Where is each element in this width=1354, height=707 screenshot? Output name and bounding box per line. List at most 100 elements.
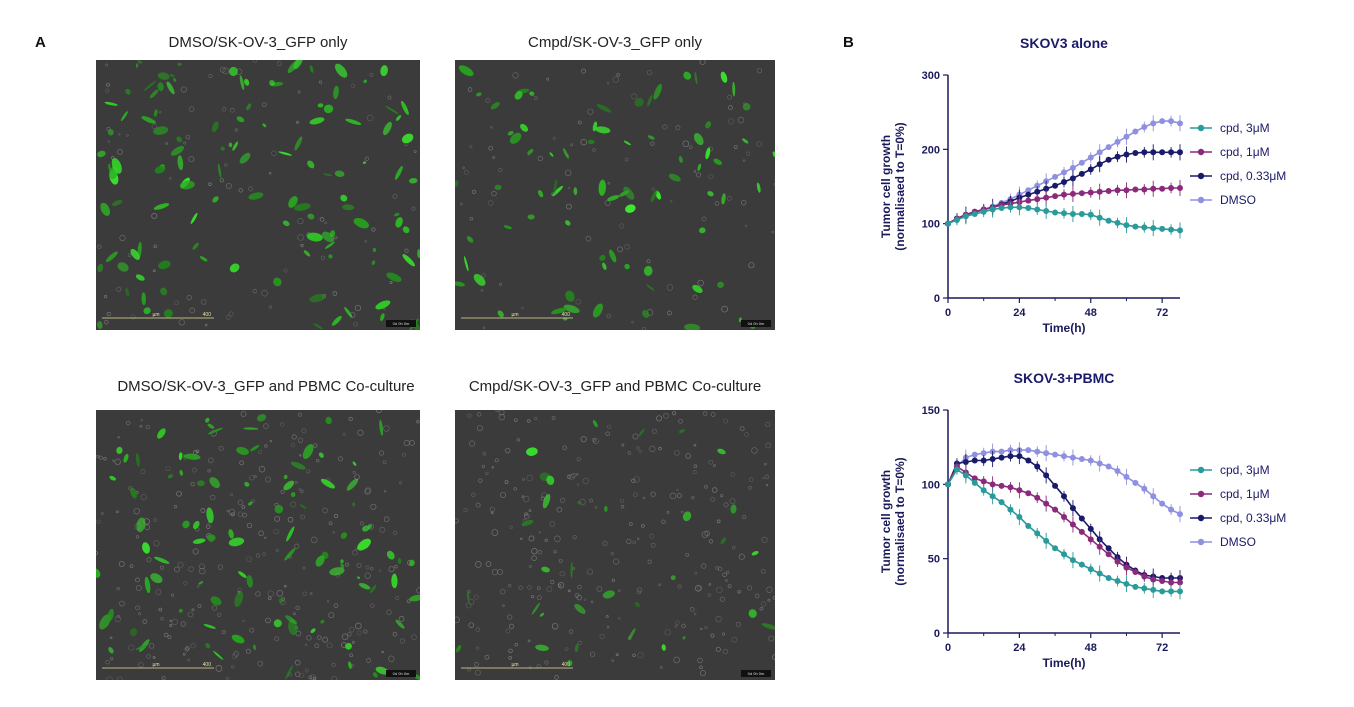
data-point [1105,551,1112,558]
series-0 [945,464,1183,600]
chart-title: SKOV3 alone [1020,35,1108,51]
data-point [1105,463,1112,470]
data-point [998,205,1005,212]
data-point [1150,586,1157,593]
data-point [1016,487,1023,494]
data-point [1007,506,1014,513]
svg-text:µm: µm [152,312,159,318]
data-point [945,220,951,227]
data-point [1096,161,1103,168]
data-point [1096,214,1103,221]
microscopy-image-dmso-pbmc-coculture: µm 400 0d 0h 0m [96,410,420,680]
data-point [971,479,978,486]
data-point [1132,583,1139,590]
data-point [980,457,987,464]
data-point [1087,536,1094,543]
data-point [1141,186,1148,193]
data-point [1141,485,1148,492]
data-point [1132,223,1139,230]
data-point [1150,120,1157,127]
data-point [1069,505,1076,512]
data-point [1159,225,1166,232]
data-point [980,208,987,215]
data-point [1132,150,1139,157]
data-point [1123,151,1130,158]
data-point [1016,514,1023,521]
data-point [1123,133,1130,140]
data-point [1177,511,1183,518]
data-point [998,482,1005,489]
data-point [1016,453,1023,460]
data-point [1034,206,1041,213]
data-point [980,487,987,494]
data-point [1087,566,1094,573]
data-point [1150,225,1157,232]
data-point [971,457,978,464]
data-point [1061,179,1067,186]
data-point [1061,210,1067,217]
data-point [1061,191,1067,198]
data-point [1034,494,1041,501]
data-point [962,459,969,466]
image-title-4: Cmpd/SK-OV-3_GFP and PBMC Co-culture [468,378,762,395]
data-point [1168,149,1175,156]
y-axis-label-secondary: (normalisaed to T=0%) [893,122,907,250]
data-point [1114,558,1121,565]
data-point [1105,156,1112,163]
data-point [1114,138,1121,145]
data-point [1052,451,1059,458]
data-point [1132,569,1139,576]
data-point [1061,514,1067,521]
svg-text:0d 0h 0m: 0d 0h 0m [748,321,765,326]
data-point [1096,460,1103,467]
data-point [1177,588,1183,595]
data-point [1025,457,1032,464]
data-point [1061,493,1067,500]
data-point [1034,188,1041,195]
data-point [953,216,960,223]
data-point [1025,187,1032,194]
data-point [1034,196,1041,203]
data-point [1159,149,1166,156]
x-tick-label: 48 [1085,307,1097,319]
data-point [1177,227,1183,234]
y-tick-label: 0 [934,628,940,640]
legend-label: cpd, 0.33μM [1220,511,1286,525]
legend-marker [1197,466,1205,474]
data-point [1123,473,1130,480]
y-tick-label: 100 [922,219,940,231]
series-2 [945,448,1183,587]
data-point [1034,530,1041,537]
data-point [1096,188,1103,195]
x-tick-label: 0 [945,642,951,654]
y-axis-label-secondary: (normalisaed to T=0%) [893,457,907,585]
legend-label: cpd, 3μM [1220,463,1270,477]
data-point [1096,149,1103,156]
data-point [1034,463,1041,470]
data-point [1078,528,1085,535]
data-point [1069,454,1076,461]
data-point [953,466,960,473]
data-point [1025,197,1032,204]
data-point [1061,551,1067,558]
svg-text:0d 0h 0m: 0d 0h 0m [393,321,410,326]
y-axis-label: Tumor cell growth [879,470,893,573]
data-point [1078,159,1085,166]
data-point [1025,205,1032,212]
data-point [1150,149,1157,156]
data-point [1177,184,1183,191]
data-point [1078,211,1085,218]
data-point [1105,187,1112,194]
data-point [1052,506,1059,513]
data-point [1105,144,1112,151]
chart-skov3-pbmc: SKOV-3+PBMC 0 50 100 150 0 24 48 72 Time(h) Tumor … [879,370,1286,670]
data-point [1052,173,1059,180]
svg-text:400: 400 [203,312,212,318]
data-point [1141,585,1148,592]
data-point [1114,219,1121,226]
image-title-1: DMSO/SK-OV-3_GFP only [168,34,348,51]
data-point [1087,457,1094,464]
data-point [1114,153,1121,160]
data-point [998,499,1005,506]
svg-text:400: 400 [562,312,571,318]
